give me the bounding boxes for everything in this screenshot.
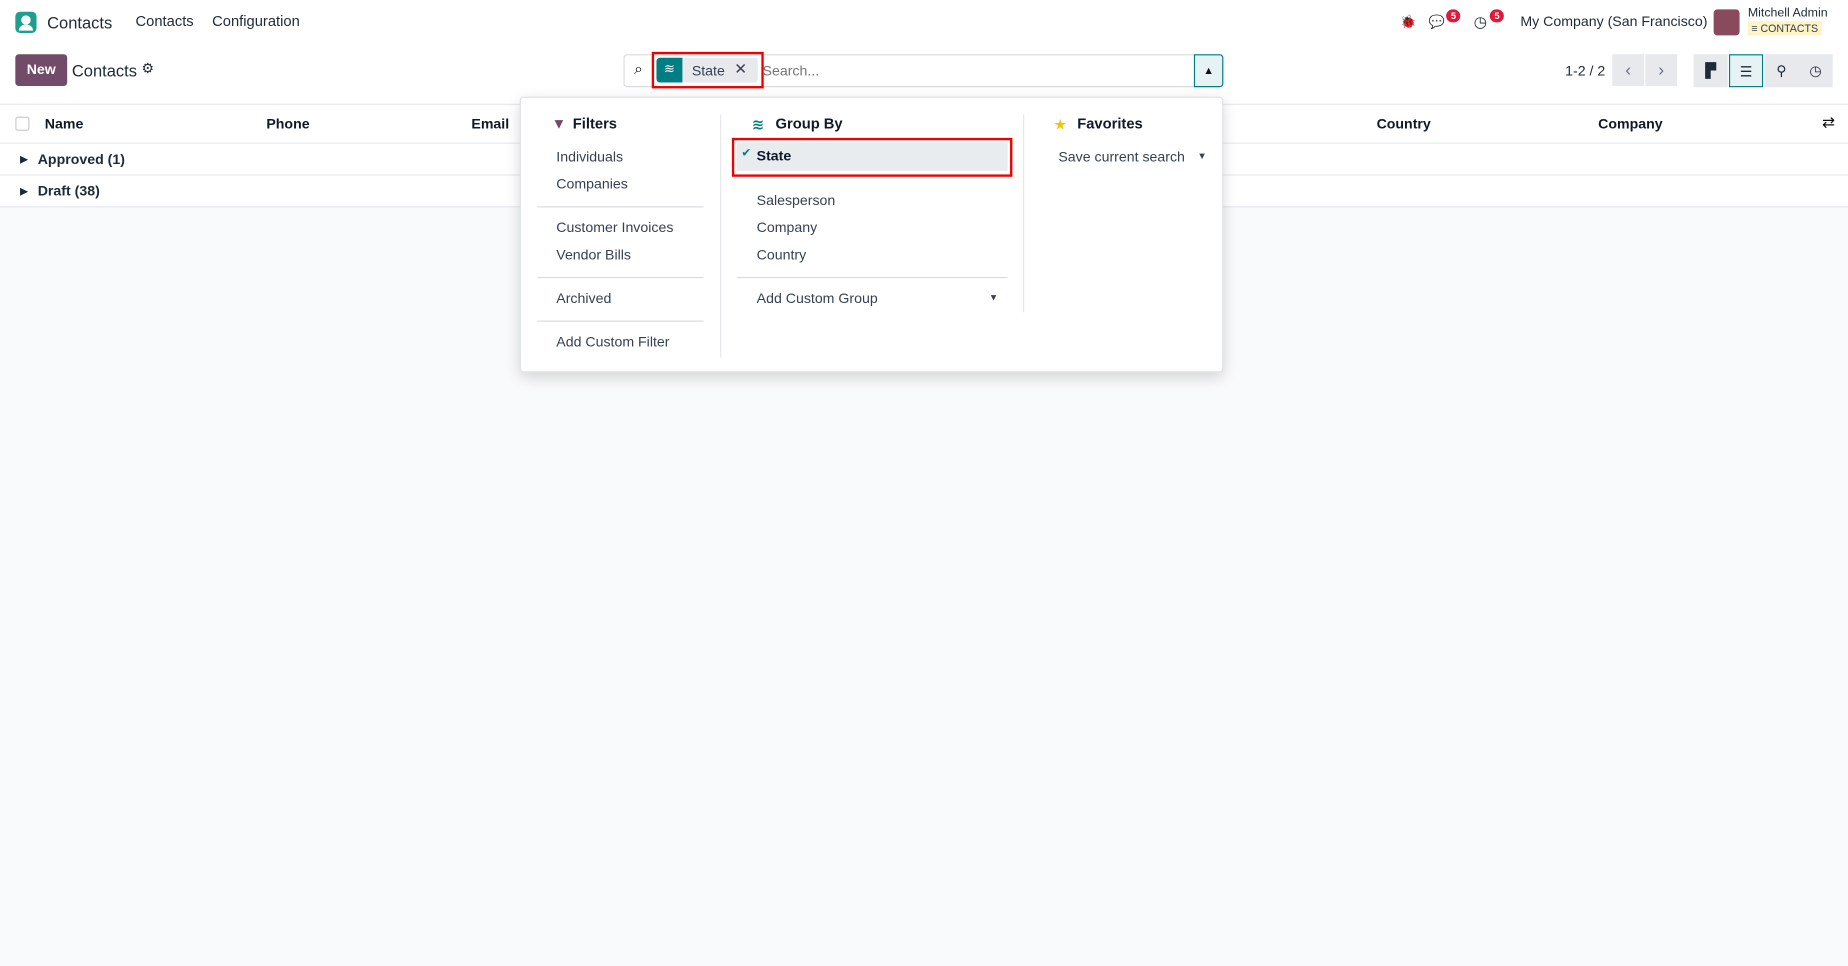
filter-individuals[interactable]: Individuals [556,148,624,165]
filter-customer-invoices[interactable]: Customer Invoices [556,219,674,236]
divider [1022,114,1025,313]
layers-icon: ≋ [656,57,683,83]
caret-down-icon: ▼ [988,292,999,303]
user-avatar[interactable] [1713,9,1740,36]
pager-previous-button[interactable]: ‹ [1612,54,1645,87]
divider [537,276,704,279]
filter-vendor-bills[interactable]: Vendor Bills [556,246,631,263]
view-list-button[interactable]: ☰ [1728,54,1764,88]
filter-archived[interactable]: Archived [556,289,612,307]
debug-bug-icon[interactable]: 🐞 [1400,15,1417,30]
search-facet-groupby: ≋ State ✕ [656,57,758,83]
company-switcher[interactable]: My Company (San Francisco) [1520,12,1708,30]
select-all-checkbox[interactable] [15,116,30,131]
add-custom-filter[interactable]: Add Custom Filter [556,333,670,351]
view-activity-button[interactable]: ◷ [1798,54,1833,88]
highlight-box [651,51,764,89]
column-email[interactable]: Email [471,115,510,132]
pager-value[interactable]: 1-2 / 2 [1565,62,1606,79]
star-icon: ★ [1053,116,1067,134]
view-kanban-button[interactable]: ▛ [1693,54,1728,88]
gear-icon[interactable]: ⚙ [141,60,155,77]
check-icon: ✔ [741,147,752,161]
divider [537,206,704,208]
caret-right-icon: ▶ [20,185,29,197]
layers-icon: ≋ [751,116,765,134]
search-input[interactable] [762,58,1187,83]
group-label: Approved (1) [37,150,125,168]
column-country[interactable]: Country [1376,115,1431,132]
groupby-company[interactable]: Company [756,219,818,236]
groupby-salesperson[interactable]: Salesperson [756,192,836,209]
chat-icon[interactable]: 💬 [1428,15,1445,30]
contacts-app-icon[interactable] [15,11,37,33]
new-button[interactable]: New [15,54,68,87]
filter-companies[interactable]: Companies [556,175,628,193]
divider [736,276,1008,279]
activity-clock-icon[interactable]: ◷ [1473,12,1487,31]
caret-down-icon: ▼ [1197,150,1207,162]
top-navbar: Contacts Contacts Configuration 🐞 💬 5 ◷ … [0,0,1848,45]
groupby-state-selected[interactable]: ✔ State [736,142,1008,171]
save-current-search[interactable]: Save current search [1058,148,1185,165]
search-icon: ⌕ [634,60,643,78]
add-custom-group-select[interactable]: Add Custom Group [756,289,878,307]
activities-badge: 5 [1489,9,1505,23]
divider [720,114,722,358]
highlight-box [731,137,1013,177]
search-options-dropdown: ▼ Filters Individuals Companies Customer… [519,96,1224,373]
app-name[interactable]: Contacts [47,12,113,32]
group-label: Draft (38) [37,182,100,200]
filter-icon: ▼ [551,115,567,132]
optional-columns-icon[interactable]: ⇄ [1822,113,1835,131]
breadcrumb-title: Contacts [71,61,138,81]
groupby-title: Group By [775,115,843,132]
facet-label: State [691,62,725,79]
column-name[interactable]: Name [44,115,84,132]
favorites-title: Favorites [1077,115,1143,132]
filters-title: Filters [572,115,617,132]
menu-configuration[interactable]: Configuration [212,12,300,30]
database-badge: ≡ CONTACTS [1747,21,1822,36]
pager-next-button[interactable]: › [1645,54,1678,87]
search-options-toggle[interactable]: ▲ [1193,54,1224,88]
menu-contacts[interactable]: Contacts [135,12,194,30]
column-phone[interactable]: Phone [266,115,310,132]
user-name[interactable]: Mitchell Admin [1747,5,1828,21]
groupby-country[interactable]: Country [756,246,807,263]
view-map-button[interactable]: ⚲ [1764,54,1799,88]
messages-badge: 5 [1446,9,1461,23]
divider [537,320,704,322]
groupby-state-label: State [756,147,792,164]
database-name: CONTACTS [1760,22,1819,35]
column-company[interactable]: Company [1598,115,1663,132]
caret-right-icon: ▶ [20,153,29,165]
facet-remove-icon[interactable]: ✕ [734,60,748,78]
